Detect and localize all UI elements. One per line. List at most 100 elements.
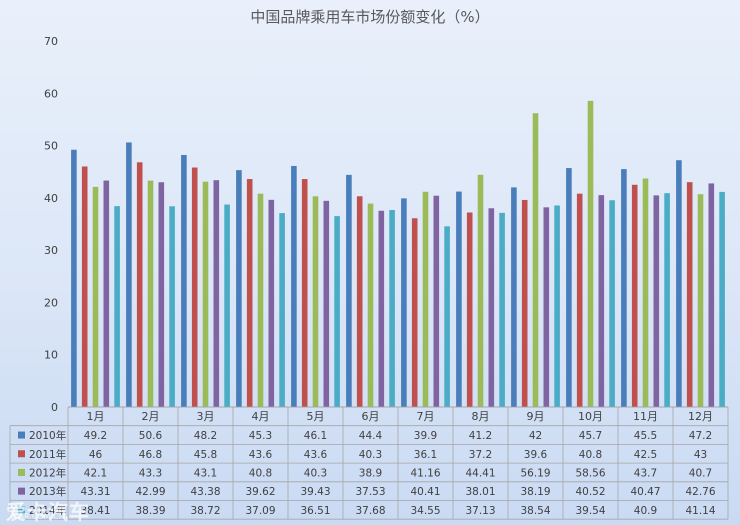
bar (378, 210, 385, 407)
legend-label: 2011年 (29, 448, 66, 461)
x-tick-label: 9月 (527, 410, 545, 423)
y-tick-label: 10 (44, 349, 58, 362)
data-label: 58.56 (575, 467, 605, 479)
data-label: 43.6 (249, 449, 273, 461)
bar (301, 179, 308, 407)
bar (511, 187, 517, 407)
data-label: 41.14 (685, 505, 715, 517)
data-label: 40.3 (359, 449, 382, 461)
bar (488, 208, 495, 407)
data-label: 44.4 (359, 430, 383, 442)
bar (444, 226, 450, 407)
x-tick-label: 2月 (142, 410, 160, 423)
bar (236, 170, 242, 407)
bar (466, 212, 473, 407)
data-label: 39.62 (245, 486, 275, 498)
data-label: 38.9 (359, 467, 382, 479)
data-label: 45.7 (579, 430, 602, 442)
legend-key (18, 431, 25, 439)
bar (224, 204, 230, 407)
data-label: 48.2 (194, 430, 217, 442)
bar (389, 209, 395, 407)
data-label: 43.38 (190, 486, 220, 498)
data-label: 40.47 (630, 486, 660, 498)
bar (367, 203, 374, 407)
x-tick-label: 6月 (362, 410, 380, 423)
y-tick-label: 70 (44, 35, 58, 48)
bar (92, 186, 99, 407)
data-label: 42.1 (84, 467, 107, 479)
x-tick-label: 1月 (87, 410, 105, 423)
bar (213, 180, 220, 407)
bar (631, 184, 638, 407)
data-label: 38.54 (520, 505, 550, 517)
chart-title: 中国品牌乘用车市场份额变化（%） (250, 8, 490, 26)
bar (147, 180, 154, 407)
bar (246, 179, 253, 407)
data-label: 50.6 (139, 430, 163, 442)
data-label: 37.09 (245, 505, 275, 517)
data-label: 40.9 (634, 505, 657, 517)
legend-key (18, 450, 25, 458)
bar (566, 168, 572, 407)
bar (136, 162, 143, 407)
data-label: 38.19 (520, 486, 550, 498)
data-label: 37.2 (469, 449, 492, 461)
data-label: 39.43 (300, 486, 330, 498)
data-label: 39.54 (575, 505, 605, 517)
bar (81, 166, 88, 407)
data-label: 46.8 (139, 449, 162, 461)
legend-label: 2012年 (29, 466, 66, 479)
bar (202, 181, 209, 407)
bar (576, 193, 583, 407)
data-label: 38.01 (465, 486, 495, 498)
bar (554, 205, 560, 407)
bar (422, 191, 429, 407)
bar (312, 196, 319, 407)
legend-key (18, 506, 25, 514)
data-label: 40.8 (579, 449, 602, 461)
data-label: 45.8 (194, 449, 217, 461)
data-label: 40.52 (575, 486, 605, 498)
y-tick-label: 60 (44, 87, 58, 100)
data-label: 38.72 (190, 505, 220, 517)
legend-key (18, 487, 25, 495)
bar (334, 216, 340, 407)
bar (433, 195, 440, 407)
y-tick-label: 30 (44, 244, 58, 257)
bar (257, 193, 264, 407)
data-label: 42.76 (685, 486, 715, 498)
data-label: 56.19 (520, 467, 550, 479)
data-label: 47.2 (689, 430, 712, 442)
bar (71, 149, 77, 408)
bar (279, 213, 285, 407)
y-tick-label: 50 (44, 140, 58, 153)
x-tick-label: 5月 (307, 410, 325, 423)
bar (719, 191, 725, 407)
bar (291, 165, 297, 407)
bar (642, 178, 649, 407)
data-label: 43.3 (139, 467, 162, 479)
data-label: 41.2 (469, 430, 492, 442)
data-label: 42 (529, 430, 542, 442)
data-label: 45.5 (634, 430, 657, 442)
data-label: 43.7 (634, 467, 657, 479)
bar (676, 160, 682, 407)
data-label: 36.51 (300, 505, 330, 517)
bar (543, 207, 550, 407)
y-tick-label: 0 (51, 401, 58, 414)
data-label: 40.3 (304, 467, 327, 479)
data-label: 45.3 (249, 430, 272, 442)
data-label: 43.6 (304, 449, 328, 461)
y-tick-label: 40 (44, 192, 58, 205)
bar (521, 199, 528, 407)
bar (621, 169, 627, 407)
x-tick-label: 11月 (633, 410, 658, 423)
x-tick-label: 3月 (197, 410, 215, 423)
bar (158, 182, 165, 407)
bar (587, 100, 594, 408)
bar (697, 194, 704, 407)
bar (532, 113, 539, 407)
